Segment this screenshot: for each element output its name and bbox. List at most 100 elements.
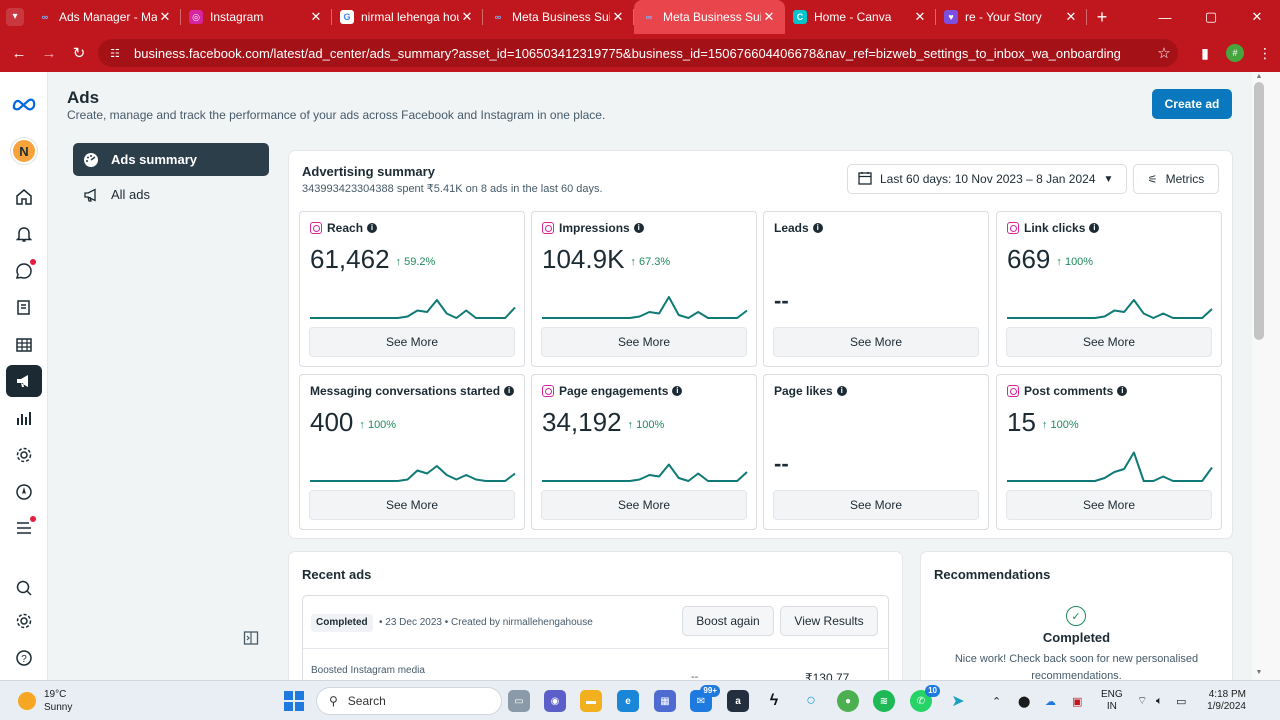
browser-tab[interactable]: C Home - Canva ✕ — [785, 0, 936, 34]
metric-card: Page engagements i 34,192 ↑ 100% See More — [531, 374, 757, 530]
scroll-down-icon[interactable]: ▼ — [1255, 669, 1263, 676]
forward-button[interactable]: → — [41, 44, 57, 62]
close-tab-icon[interactable]: ✕ — [612, 9, 624, 24]
volume-icon[interactable]: 🔈︎ — [1156, 694, 1163, 707]
info-icon[interactable]: i — [367, 223, 378, 233]
profile-avatar[interactable]: # — [1226, 44, 1244, 62]
minimize-button[interactable]: — — [1158, 9, 1172, 25]
browser-tab[interactable]: ∞ Meta Business Suite✕ — [483, 0, 634, 34]
input-language[interactable]: ENG IN — [1101, 689, 1123, 713]
close-tab-icon[interactable]: ✕ — [310, 9, 322, 24]
browser-tab[interactable]: ♥ re - Your Story ✕ — [936, 0, 1087, 34]
whatsapp-icon[interactable]: ✆ 10 — [910, 685, 940, 712]
close-tab-icon[interactable]: ✕ — [763, 9, 775, 24]
cortana-ring-icon[interactable]: ○ — [806, 692, 816, 709]
settings-gear-icon[interactable] — [12, 443, 36, 467]
info-icon[interactable]: i — [1117, 386, 1128, 396]
taskbar-search[interactable]: ⚲ Search — [316, 687, 502, 715]
amazon-icon[interactable]: a — [727, 690, 749, 712]
page-scrollbar[interactable]: ▲ ▼ — [1252, 72, 1280, 680]
weather-widget[interactable]: 19°C Sunny — [18, 688, 72, 714]
spotify-icon[interactable]: ≋ — [873, 690, 895, 712]
metric-empty-value: -- — [774, 451, 789, 476]
info-icon[interactable]: i — [812, 223, 823, 233]
see-more-button[interactable]: See More — [773, 327, 979, 357]
teams-chat-icon[interactable]: ◉ — [544, 690, 566, 712]
search-icon[interactable] — [12, 576, 36, 600]
boost-again-button[interactable]: Boost again — [682, 606, 774, 636]
planner-table-icon[interactable] — [12, 333, 36, 357]
see-more-button[interactable]: See More — [773, 490, 979, 520]
side-panel-icon[interactable]: ▮ — [1201, 44, 1209, 61]
compass-icon[interactable] — [12, 480, 36, 504]
scroll-up-icon[interactable]: ▲ — [1255, 73, 1263, 80]
settings-gear-icon[interactable] — [12, 609, 36, 633]
lightning-app-icon[interactable]: ϟ — [769, 692, 779, 709]
browser-tab[interactable]: ◎ Instagram ✕ — [181, 0, 332, 34]
site-info-icon[interactable]: ☷ — [110, 47, 120, 60]
scrollbar-thumb[interactable] — [1254, 82, 1264, 340]
info-icon[interactable]: i — [1089, 223, 1100, 233]
tray-overflow-icon[interactable]: ⌃ — [992, 695, 1002, 708]
home-icon[interactable] — [12, 185, 36, 209]
tray-red-icon[interactable]: ▣ — [1072, 695, 1083, 708]
content-pages-icon[interactable] — [12, 296, 36, 320]
close-tab-icon[interactable]: ✕ — [1065, 9, 1077, 24]
maximize-button[interactable]: ▢ — [1204, 9, 1218, 24]
browser-tab[interactable]: ∞ Meta Business Suite✕ — [634, 0, 785, 34]
all-tools-menu-icon[interactable] — [12, 516, 36, 540]
subnav-item-ads-summary[interactable]: Ads summary — [73, 143, 269, 176]
create-ad-button[interactable]: Create ad — [1152, 89, 1232, 119]
meta-logo-icon[interactable] — [12, 92, 36, 116]
help-icon[interactable]: ? — [12, 646, 36, 670]
info-icon[interactable]: i — [836, 386, 847, 396]
mail-icon[interactable]: ✉ 99+ — [690, 685, 720, 712]
onedrive-icon[interactable]: ☁ — [1045, 695, 1056, 708]
close-tab-icon[interactable]: ✕ — [461, 9, 473, 24]
info-icon[interactable]: i — [504, 386, 515, 396]
store-icon[interactable]: ▦ — [654, 690, 676, 712]
system-clock[interactable]: 4:18 PM 1/9/2024 — [1198, 689, 1246, 713]
close-tab-icon[interactable]: ✕ — [914, 9, 926, 24]
windows-start-icon[interactable] — [284, 691, 304, 711]
inbox-chat-icon[interactable] — [12, 259, 36, 283]
see-more-button[interactable]: See More — [309, 490, 515, 520]
insights-chart-icon[interactable] — [12, 406, 36, 430]
view-results-button[interactable]: View Results — [780, 606, 878, 636]
edge-browser-icon[interactable]: e — [617, 690, 639, 712]
chrome-icon[interactable]: ● — [837, 690, 859, 712]
see-more-button[interactable]: See More — [1006, 490, 1212, 520]
tab-search-button[interactable]: ▾ — [0, 0, 30, 34]
ads-megaphone-icon[interactable] — [6, 365, 42, 397]
bell-icon[interactable] — [12, 222, 36, 246]
task-view-icon[interactable]: ▭ — [508, 690, 530, 712]
new-tab-button[interactable]: + — [1096, 6, 1108, 27]
info-icon[interactable]: i — [672, 386, 683, 396]
close-tab-icon[interactable]: ✕ — [159, 9, 171, 24]
collapse-panel-icon[interactable] — [243, 630, 259, 646]
see-more-button[interactable]: See More — [1006, 327, 1212, 357]
browser-tab[interactable]: ∞ Ads Manager - Mana✕ — [30, 0, 181, 34]
bookmark-star-icon[interactable]: ☆ — [1157, 45, 1171, 62]
info-icon[interactable]: i — [633, 223, 644, 233]
file-explorer-icon[interactable]: ▬ — [580, 690, 602, 712]
url-field[interactable]: ☷ business.facebook.com/latest/ad_center… — [98, 39, 1178, 67]
close-window-button[interactable]: ✕ — [1251, 9, 1263, 24]
battery-icon[interactable]: ▭ — [1176, 695, 1187, 708]
see-more-button[interactable]: See More — [541, 490, 747, 520]
back-button[interactable]: ← — [11, 44, 27, 62]
metric-label-row: Page engagements i — [542, 384, 683, 398]
menu-kebab-icon[interactable]: ⋮ — [1258, 44, 1272, 61]
tray-app-icon[interactable]: ⬤ — [1018, 695, 1031, 708]
subnav-item-all-ads[interactable]: All ads — [73, 178, 269, 211]
telegram-icon[interactable]: ➤ — [951, 693, 965, 710]
account-avatar[interactable]: N — [11, 138, 37, 164]
reload-button[interactable]: ↻ — [72, 45, 86, 62]
metrics-button[interactable]: ⚟ Metrics — [1133, 164, 1219, 194]
see-more-button[interactable]: See More — [309, 327, 515, 357]
metric-label-row: Leads i — [774, 221, 823, 235]
see-more-button[interactable]: See More — [541, 327, 747, 357]
wifi-icon[interactable]: ⌔ — [1137, 695, 1148, 707]
date-range-selector[interactable]: Last 60 days: 10 Nov 2023 – 8 Jan 2024 ▼ — [847, 164, 1127, 194]
